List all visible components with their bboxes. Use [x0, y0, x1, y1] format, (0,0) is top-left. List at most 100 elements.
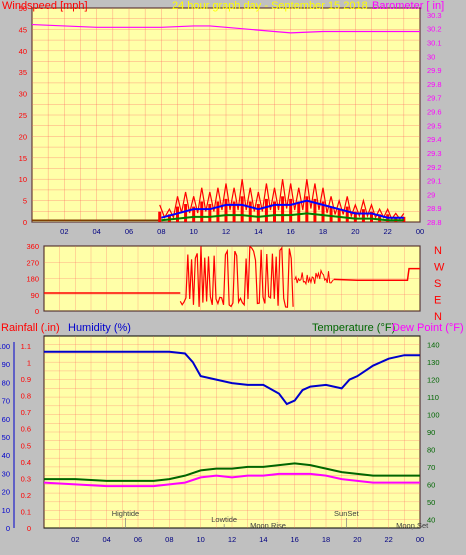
barometer-tick-label: 30.3 [427, 11, 442, 20]
compass-label: E [434, 295, 441, 307]
barometer-tick-label: 28.8 [427, 218, 442, 227]
time-tick-label: 00 [416, 535, 424, 544]
rainfall-tick-label: 0 [27, 524, 31, 533]
direction-line-steady [333, 267, 420, 282]
humidity-tick-label: 80 [2, 378, 10, 387]
windspeed-tick-label: 5 [23, 197, 27, 206]
time-tick-label: 18 [319, 227, 327, 236]
time-tick-label: 20 [351, 227, 359, 236]
windspeed-tick-label: 15 [19, 154, 27, 163]
barometer-tick-label: 29.4 [427, 135, 442, 144]
rain-humidity-temp-grid [43, 336, 421, 528]
windspeed-tick-label: 25 [19, 111, 27, 120]
compass-label: N [434, 311, 442, 323]
rainfall-tick-label: 1 [27, 359, 31, 368]
windspeed-tick-label: 35 [19, 68, 27, 77]
compass-label: W [434, 262, 445, 274]
time-tick-label: 10 [196, 535, 204, 544]
time-tick-label: 14 [259, 535, 267, 544]
barometer-tick-label: 29 [427, 190, 435, 199]
direction-tick-label: 360 [26, 242, 39, 251]
rain-humidity-temp-ticks: 0 0.1 0.2 0.3 0.4 0.5 0.6 0.7 0.8 0.9 1 1.1 0 10 20 30 4… [0, 341, 440, 544]
direction-line-variable [179, 245, 294, 308]
barometer-tick-label: 29.8 [427, 80, 442, 89]
time-tick-label: 20 [353, 535, 361, 544]
rainfall-tick-label: 0.3 [21, 474, 31, 483]
windspeed-tick-label: 30 [19, 90, 27, 99]
barometer-tick-label: 29.1 [427, 177, 442, 186]
humidity-tick-label: 0 [6, 524, 10, 533]
wind-gust-line [159, 179, 405, 221]
temperature-tick-label: 130 [427, 358, 440, 367]
rainfall-tick-label: 0.4 [21, 458, 31, 467]
chart-title: 24 hour graph day - September 15 2018 [172, 0, 368, 12]
direction-tick-label: 180 [26, 275, 39, 284]
temperature-tick-label: 100 [427, 411, 440, 420]
time-tick-label: 08 [165, 535, 173, 544]
time-tick-label: 22 [383, 227, 391, 236]
time-tick-label: 00 [416, 227, 424, 236]
humidity-tick-label: 90 [2, 360, 10, 369]
rain-humidity-temp-panel: 0 0.1 0.2 0.3 0.4 0.5 0.6 0.7 0.8 0.9 1 1.1 0 10 20 30 4… [0, 322, 464, 544]
humidity-tick-label: 70 [2, 397, 10, 406]
rainfall-tick-label: 0.1 [21, 507, 31, 516]
barometer-tick-label: 29.2 [427, 163, 442, 172]
temperature-tick-label: 40 [427, 515, 435, 524]
humidity-tick-label: 20 [2, 488, 10, 497]
barometer-tick-label: 30 [427, 52, 435, 61]
wind-min-line [161, 212, 404, 222]
annotation-label: SunSet [334, 509, 360, 518]
time-tick-label: 16 [290, 535, 298, 544]
wind-baro-panel: 0 5 10 15 20 25 30 35 40 45 50 28.8 28.9 29 29.1 29.2 29… [2, 0, 444, 236]
barometer-tick-label: 28.9 [427, 204, 442, 213]
windspeed-tick-label: 50 [19, 4, 27, 13]
temperature-tick-label: 60 [427, 480, 435, 489]
time-tick-label: 04 [102, 535, 110, 544]
temperature-tick-label: 80 [427, 445, 435, 454]
windspeed-tick-label: 0 [23, 218, 27, 227]
annotation-label: Moon Set [396, 521, 429, 530]
rain-humidity-temp-series [43, 350, 420, 488]
temperature-line [44, 462, 420, 482]
rainfall-tick-label: 1.1 [21, 342, 31, 351]
annotation-label: Lowtide [211, 515, 237, 524]
rainfall-tick-label: 0.5 [21, 441, 31, 450]
barometer-label: Barometer [ in] [372, 0, 444, 12]
barometer-tick-label: 30.2 [427, 25, 442, 34]
direction-line-oscillating [294, 268, 334, 286]
astro-annotations: Hightide Lowtide Moon Rise SunSet Moon Set [112, 509, 429, 530]
temperature-tick-label: 140 [427, 341, 440, 350]
humidity-tick-label: 10 [2, 506, 10, 515]
barometer-tick-label: 29.7 [427, 94, 442, 103]
wind-baro-series [31, 23, 420, 222]
time-tick-label: 06 [125, 227, 133, 236]
compass-label: N [434, 245, 442, 257]
barometer-line [31, 23, 420, 34]
temperature-tick-label: 90 [427, 428, 435, 437]
dew-point-label: Dew Point (°F) [392, 322, 464, 334]
wind-direction-series [44, 245, 420, 308]
humidity-line [44, 350, 420, 406]
time-tick-label: 04 [92, 227, 100, 236]
time-tick-label: 18 [322, 535, 330, 544]
humidity-tick-label: 30 [2, 469, 10, 478]
windspeed-tick-label: 45 [19, 25, 27, 34]
rainfall-tick-label: 0.7 [21, 408, 31, 417]
temperature-tick-label: 70 [427, 463, 435, 472]
temperature-label: Temperature (°F) [312, 322, 395, 334]
barometer-tick-label: 29.6 [427, 108, 442, 117]
dew-point-line [43, 472, 420, 488]
compass-label: S [434, 278, 441, 290]
temperature-tick-label: 50 [427, 498, 435, 507]
barometer-tick-label: 29.5 [427, 121, 442, 130]
time-tick-label: 12 [228, 535, 236, 544]
humidity-tick-label: 60 [2, 415, 10, 424]
temperature-tick-label: 120 [427, 376, 440, 385]
windspeed-label: Windspeed [mph] [2, 0, 88, 12]
wind-baro-grid [31, 7, 421, 223]
wind-baro-ticks: 0 5 10 15 20 25 30 35 40 45 50 28.8 28.9 29 29.1 29.2 29… [19, 4, 442, 236]
wind-average-line [161, 199, 404, 219]
humidity-tick-label: 100 [0, 342, 10, 351]
